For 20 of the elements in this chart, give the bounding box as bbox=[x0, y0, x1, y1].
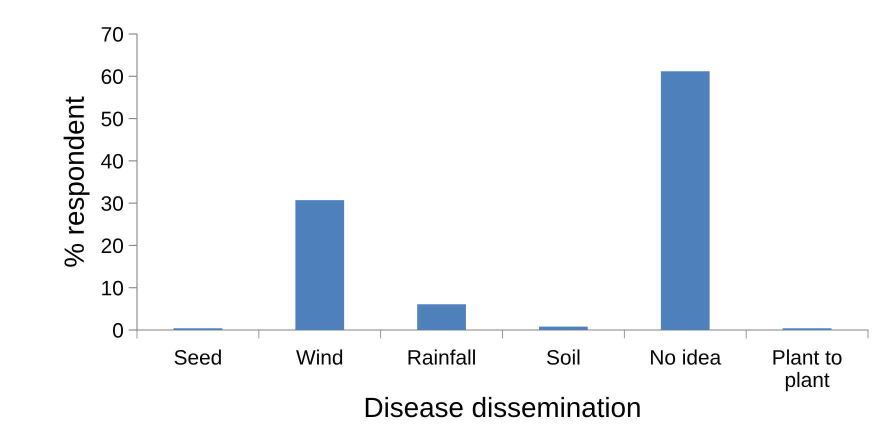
x-tick-label: Soil bbox=[546, 349, 580, 365]
y-tick-label: 40 bbox=[101, 154, 123, 169]
y-axis-title: % respondent bbox=[64, 96, 90, 267]
bar bbox=[295, 200, 344, 330]
y-tick-label: 30 bbox=[101, 196, 123, 211]
y-tick-label: 50 bbox=[101, 112, 123, 126]
y-tick-label: 70 bbox=[102, 27, 123, 42]
y-tick-label: 10 bbox=[102, 280, 123, 296]
y-tick-label: 0 bbox=[113, 323, 123, 338]
x-tick-label: No idea bbox=[651, 349, 722, 365]
bar bbox=[417, 304, 466, 330]
bar bbox=[539, 326, 588, 330]
x-axis-title: Disease dissemination bbox=[366, 396, 640, 418]
y-tick-label: 20 bbox=[102, 238, 123, 254]
bar bbox=[660, 71, 710, 330]
x-tick-label: Plant to plant bbox=[773, 349, 842, 392]
y-tick-label: 60 bbox=[102, 69, 123, 84]
x-tick-label: Seed bbox=[174, 349, 221, 365]
x-tick-label: Rainfall bbox=[408, 349, 475, 365]
x-tick-label: Wind bbox=[296, 349, 342, 365]
